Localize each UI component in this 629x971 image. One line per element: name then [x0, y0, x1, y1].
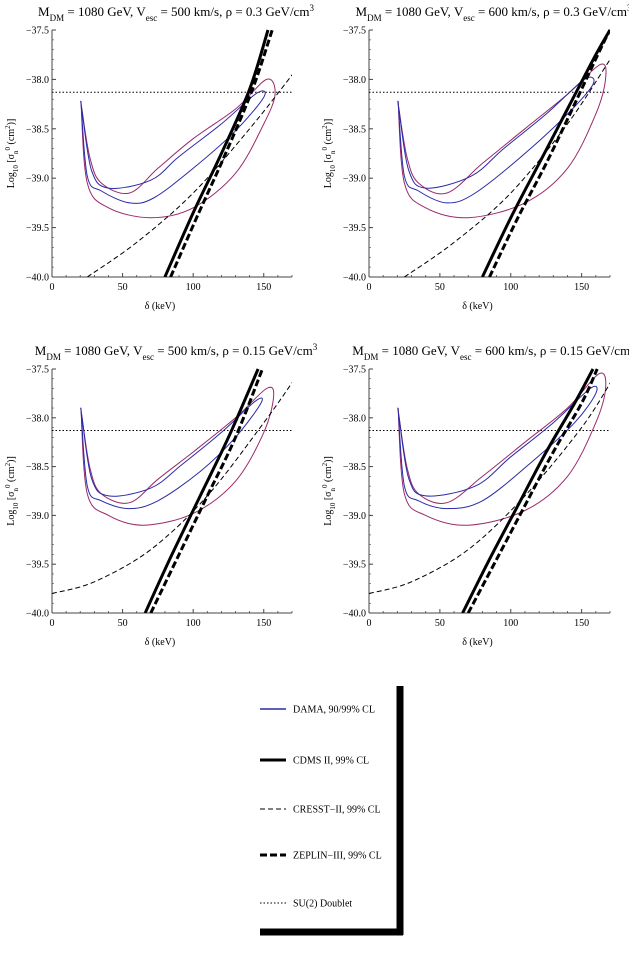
y-tick-label: −39.5	[26, 560, 49, 571]
y-tick-label: −39.5	[343, 560, 366, 571]
y-tick-label: −40.0	[343, 273, 366, 284]
zeplin-curve	[149, 368, 264, 613]
panel-2: MDM = 1080 GeV, Vesc = 600 km/s, ρ = 0.3…	[321, 3, 629, 312]
panel-3: MDM = 1080 GeV, Vesc = 500 km/s, ρ = 0.1…	[4, 342, 318, 648]
plot-area	[369, 29, 610, 277]
cresst-curve	[87, 74, 292, 277]
y-tick-label: −38.5	[343, 462, 366, 473]
dama-99-contour	[80, 78, 276, 219]
panel-title: MDM = 1080 GeV, Vesc = 600 km/s, ρ = 0.3…	[356, 3, 629, 23]
x-tick-label: 100	[186, 282, 201, 293]
plot-panels: MDM = 1080 GeV, Vesc = 500 km/s, ρ = 0.3…	[4, 3, 629, 648]
cdms-curve	[461, 368, 595, 613]
x-tick-label: 50	[435, 282, 445, 293]
x-tick-label: 0	[367, 282, 372, 293]
x-tick-label: 150	[574, 618, 589, 629]
plot-area	[52, 29, 292, 277]
panel-title: MDM = 1080 GeV, Vesc = 500 km/s, ρ = 0.1…	[35, 342, 318, 362]
plot-area	[369, 368, 610, 613]
panel-1: MDM = 1080 GeV, Vesc = 500 km/s, ρ = 0.3…	[4, 3, 314, 312]
x-tick-label: 0	[50, 282, 55, 293]
dama-99-contour	[80, 386, 275, 526]
y-tick-label: −38.0	[26, 413, 49, 424]
zeplin-curve	[488, 29, 610, 277]
y-tick-label: −37.5	[26, 26, 49, 37]
y-tick-label: −38.0	[343, 413, 366, 424]
legend-label-cdms: CDMS II, 99% CL	[293, 756, 369, 767]
legend-label-su2: SU(2) Doublet	[293, 899, 352, 910]
y-tick-label: −40.0	[26, 609, 49, 620]
x-tick-label: 50	[118, 282, 128, 293]
x-tick-label: 50	[118, 618, 128, 629]
y-axis-label: Log10 [σn0 (cm2)]	[321, 456, 337, 526]
y-tick-label: −38.5	[26, 124, 49, 135]
x-axis-label: δ (keV)	[462, 637, 493, 648]
dama-90-contour	[80, 397, 263, 510]
legend-label-zeplin: ZEPLIN−III, 99% CL	[293, 851, 382, 862]
y-tick-label: −39.0	[343, 174, 366, 185]
y-tick-label: −38.0	[26, 75, 49, 86]
dama-90-contour	[80, 90, 266, 204]
zeplin-curve	[169, 29, 274, 277]
plot-area	[52, 368, 292, 613]
y-axis-label: Log10 [σn0 (cm2)]	[321, 119, 337, 189]
y-tick-label: −39.5	[343, 223, 366, 234]
x-tick-label: 100	[503, 618, 518, 629]
dama-99-contour	[397, 372, 607, 526]
x-axis-label: δ (keV)	[462, 301, 493, 312]
panel-4: MDM = 1080 GeV, Vesc = 600 km/s, ρ = 0.1…	[321, 342, 629, 648]
x-tick-label: 50	[435, 618, 445, 629]
x-tick-label: 150	[256, 282, 271, 293]
x-tick-label: 0	[367, 618, 372, 629]
x-tick-label: 100	[503, 282, 518, 293]
legend-label-dama: DAMA, 90/99% CL	[293, 705, 375, 716]
x-axis-label: δ (keV)	[145, 301, 176, 312]
y-tick-label: −37.5	[343, 26, 366, 37]
y-tick-label: −39.0	[343, 511, 366, 522]
y-tick-label: −38.0	[343, 75, 366, 86]
y-tick-label: −38.5	[343, 124, 366, 135]
x-axis-label: δ (keV)	[145, 637, 176, 648]
y-tick-label: −37.5	[343, 365, 366, 376]
dama-99-contour	[397, 63, 607, 219]
cresst-curve	[404, 59, 610, 277]
y-tick-label: −37.5	[26, 365, 49, 376]
y-axis-label: Log10 [σn0 (cm2)]	[4, 119, 20, 189]
dama-90-contour	[397, 385, 598, 510]
cresst-curve	[52, 381, 292, 594]
cdms-curve	[163, 29, 270, 277]
legend-box: DAMA, 90/99% CL CDMS II, 99% CL CRESST−II,…	[260, 686, 404, 936]
y-tick-label: −39.0	[26, 511, 49, 522]
x-tick-label: 100	[186, 618, 201, 629]
x-tick-label: 150	[574, 282, 589, 293]
panel-title: MDM = 1080 GeV, Vesc = 600 km/s, ρ = 0.1…	[352, 342, 629, 362]
y-tick-label: −39.5	[26, 223, 49, 234]
legend-label-cresst: CRESST−II, 99% CL	[293, 805, 381, 816]
y-tick-label: −38.5	[26, 462, 49, 473]
cresst-curve	[369, 382, 610, 594]
cdms-curve	[143, 368, 260, 613]
x-tick-label: 150	[256, 618, 271, 629]
y-tick-label: −40.0	[26, 273, 49, 284]
panel-title: MDM = 1080 GeV, Vesc = 500 km/s, ρ = 0.3…	[38, 3, 314, 23]
cdms-curve	[481, 29, 610, 277]
dama-90-contour	[397, 76, 595, 204]
zeplin-curve	[466, 368, 599, 613]
y-axis-label: Log10 [σn0 (cm2)]	[4, 456, 20, 526]
y-tick-label: −40.0	[343, 609, 366, 620]
x-tick-label: 0	[50, 618, 55, 629]
y-tick-label: −39.0	[26, 174, 49, 185]
